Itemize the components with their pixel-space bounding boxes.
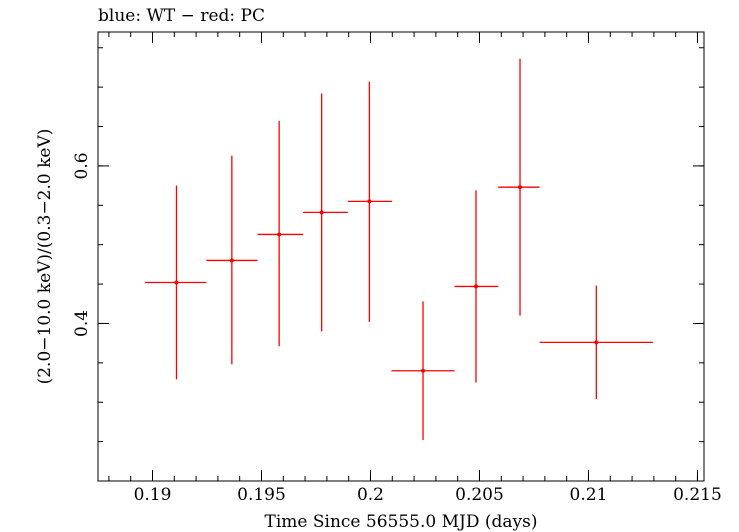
y-tick-label: 0.6 xyxy=(72,152,92,179)
x-axis-title: Time Since 56555.0 MJD (days) xyxy=(265,512,538,532)
point-marker xyxy=(594,340,599,345)
axis-ticks xyxy=(98,32,704,482)
point-marker xyxy=(229,258,234,263)
plot-frame xyxy=(97,31,705,482)
point-marker xyxy=(518,185,523,190)
data-point xyxy=(145,185,207,380)
data-point xyxy=(391,301,455,441)
data-point xyxy=(347,81,393,322)
data-points xyxy=(145,58,653,441)
x-tick-label: 0.19 xyxy=(134,485,172,505)
x-tick-label: 0.195 xyxy=(237,485,286,505)
point-marker xyxy=(421,368,426,373)
x-tick-label: 0.205 xyxy=(455,485,504,505)
data-point xyxy=(257,121,304,347)
tick-labels: 0.19 0.195 0.2 0.205 0.21 0.215 0.4 0.6 xyxy=(72,152,722,505)
x-tick-label: 0.21 xyxy=(570,485,608,505)
x-tick-label: 0.215 xyxy=(673,485,722,505)
point-marker xyxy=(277,232,282,237)
data-point xyxy=(206,155,258,365)
y-tick-label: 0.4 xyxy=(72,310,92,337)
point-marker xyxy=(473,284,478,289)
y-axis-title: (2.0−10.0 keV)/(0.3−2.0 keV) xyxy=(35,129,55,385)
point-marker xyxy=(319,210,324,215)
point-marker xyxy=(174,280,179,285)
data-point xyxy=(454,190,499,383)
x-tick-label: 0.2 xyxy=(357,485,384,505)
chart-title: blue: WT − red: PC xyxy=(98,6,265,26)
data-point xyxy=(498,58,540,316)
data-point xyxy=(303,93,348,332)
data-point xyxy=(539,285,653,400)
point-marker xyxy=(367,199,372,204)
